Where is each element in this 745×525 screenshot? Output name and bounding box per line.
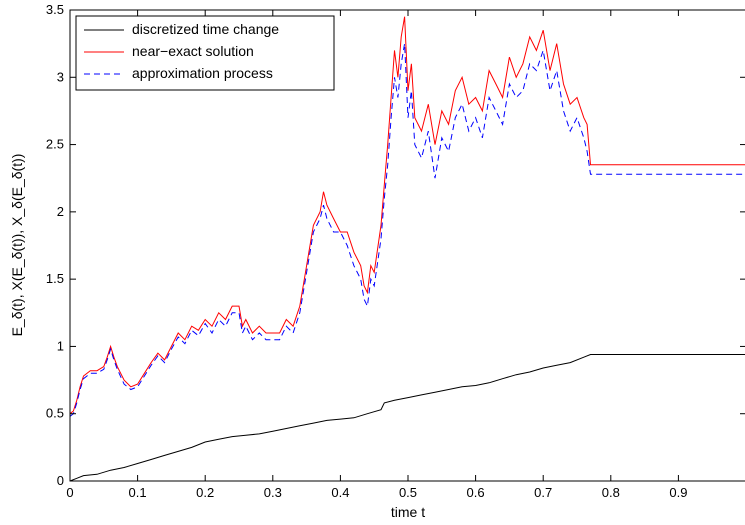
x-tick-label: 0.4 [331,485,349,500]
y-axis-label: E_δ(t), X(E_δ(t)), X_δ(E_δ(t)) [9,154,25,337]
x-tick-label: 0.2 [196,485,214,500]
y-tick-label: 3 [57,69,64,84]
x-tick-label: 0.8 [602,485,620,500]
x-tick-label: 0.9 [669,485,687,500]
series-layer [69,16,745,482]
y-tick-label: 0.5 [46,406,64,421]
x-tick-label: 0.1 [129,485,147,500]
y-tick-label: 0 [57,473,64,488]
series-line-0 [69,354,745,482]
legend: discretized time change near−exact soluti… [75,15,335,91]
x-axis: 0 0.1 0.2 0.3 0.4 0.5 0.6 0.7 0.8 0.9 [66,10,687,500]
y-tick-label: 3.5 [46,2,64,17]
x-axis-label: time t [391,504,425,520]
series-line-1 [69,16,745,415]
x-tick-label: 0 [66,485,73,500]
legend-entry-1: near−exact solution [132,43,254,59]
y-tick-label: 1 [57,338,64,353]
y-tick-label: 2.5 [46,137,64,152]
series-line-2 [69,43,745,417]
y-axis: 0 0.5 1 1.5 2 2.5 3 3.5 [46,2,745,488]
legend-box [75,15,335,91]
x-tick-label: 0.5 [399,485,417,500]
y-tick-label: 1.5 [46,271,64,286]
y-tick-label: 2 [57,204,64,219]
x-tick-label: 0.7 [534,485,552,500]
legend-entry-2: approximation process [132,65,273,81]
x-tick-label: 0.3 [264,485,282,500]
x-tick-label: 0.6 [467,485,485,500]
legend-entry-0: discretized time change [132,21,279,37]
